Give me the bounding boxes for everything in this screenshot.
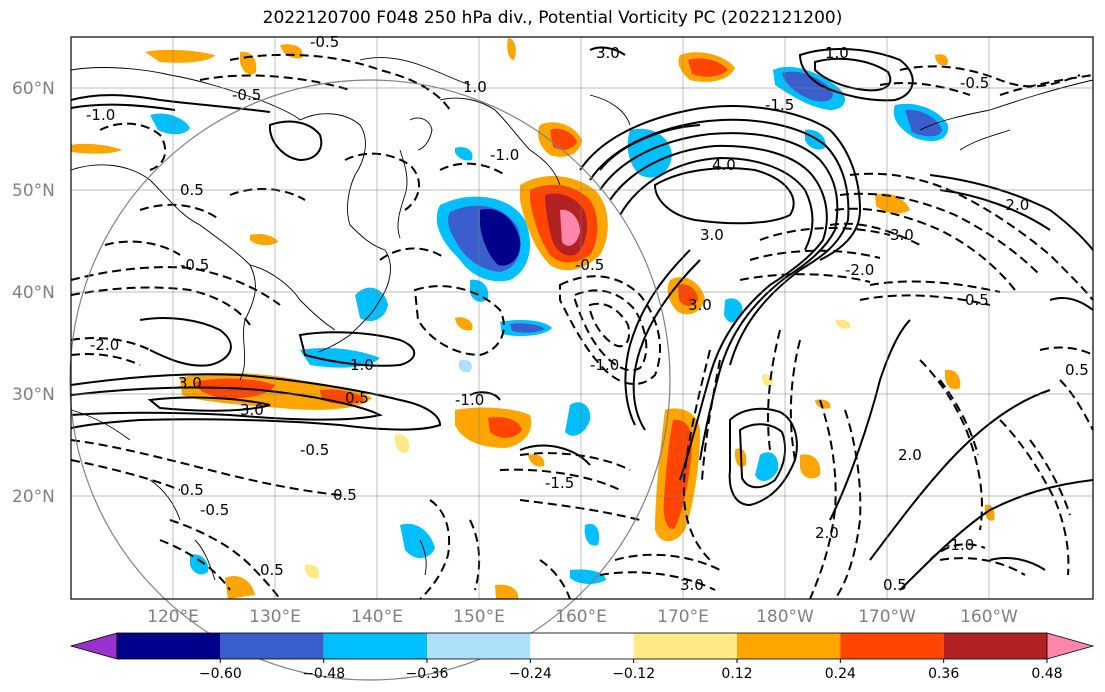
colorbar-bin (943, 633, 1047, 659)
contour-label: -1.0 (945, 536, 974, 554)
contour-label: -1.5 (545, 474, 574, 492)
contour-label: 3.0 (596, 44, 620, 62)
colorbar-bin (633, 633, 737, 659)
chart-title: 2022120700 F048 250 hPa div., Potential … (262, 8, 843, 28)
contour-label: 3.0 (700, 226, 724, 244)
lon-label: 170°W (858, 607, 916, 627)
contour-label: -1.5 (765, 96, 794, 114)
lon-label: 120°E (147, 607, 199, 627)
lat-label: 20°N (12, 487, 55, 507)
contour-label: -0.5 (232, 86, 261, 104)
contour-label: 0.5 (333, 486, 357, 504)
contour-label: 1.0 (463, 78, 487, 96)
colorbar-tick-label: −0.48 (302, 666, 345, 682)
contour-label: 3.0 (890, 226, 914, 244)
lat-label: 30°N (12, 385, 55, 405)
contour-label: 0.5 (345, 389, 369, 407)
contour-label: -1.0 (86, 106, 115, 124)
contour-label: 0.5 (260, 561, 284, 579)
colorbar-tick-label: 0.24 (825, 666, 856, 682)
colorbar-bin (737, 633, 841, 659)
lat-label: 50°N (12, 181, 55, 201)
lon-label: 140°E (351, 607, 403, 627)
colorbar-tick-label: 0.12 (721, 666, 752, 682)
contour-label: 4.0 (712, 156, 736, 174)
lon-label: 170°E (657, 607, 709, 627)
contour-label: 0.5 (883, 576, 907, 594)
contour-label: -1.0 (490, 146, 519, 164)
contour-label: 3.0 (178, 374, 202, 392)
graticule (71, 37, 1093, 599)
colorbar-tick-label: −0.12 (612, 666, 655, 682)
colorbar-bin (427, 633, 531, 659)
contour-label: -0.5 (310, 33, 339, 51)
contour-label: 3.0 (680, 576, 704, 594)
contour-label: 3.0 (688, 296, 712, 314)
contour-label: -2.0 (90, 336, 119, 354)
colorbar-tick-label: −0.36 (406, 666, 449, 682)
longitude-labels: 120°E 130°E 140°E 150°E 160°E 170°E 180°… (147, 607, 1018, 627)
colorbar-right-arrow (1046, 632, 1095, 660)
contour-label: 2.0 (815, 524, 839, 542)
colorbar-tick-label: 0.48 (1031, 666, 1062, 682)
colorbar-tick-label: −0.24 (509, 666, 552, 682)
contour-label: -0.5 (180, 256, 209, 274)
contour-label: 0.5 (180, 481, 204, 499)
colorbar-tick-label: 0.36 (928, 666, 959, 682)
contour-label: -1.0 (590, 356, 619, 374)
range-circle (69, 79, 671, 681)
colorbar-left-arrow (69, 632, 118, 660)
latitude-labels: 60°N 50°N 40°N 30°N 20°N (12, 79, 55, 507)
contour-label: 1.0 (350, 356, 374, 374)
colorbar-bin (530, 633, 634, 659)
contour-label: -0.5 (575, 256, 604, 274)
contour-label: -0.5 (300, 441, 329, 459)
contour-labels: -0.5 3.0 -0.5 -1.0 1.0 -1.0 0.5 -0.5 -2.… (86, 33, 1089, 594)
colorbar-tick-label: −0.60 (199, 666, 242, 682)
contour-label: -2.0 (1000, 196, 1029, 214)
divergence-fill-layer (71, 38, 995, 599)
colorbar-bin (840, 633, 944, 659)
contour-label: -2.0 (845, 261, 874, 279)
lon-label: 180°W (756, 607, 814, 627)
colorbar: −0.60 −0.48 −0.36 −0.24 −0.12 0.12 0.24 0.36 0.4… (69, 632, 1095, 682)
contour-label: 3.0 (240, 401, 264, 419)
lon-label: 130°E (249, 607, 301, 627)
contours-negative (70, 53, 1094, 600)
colorbar-bin (323, 633, 427, 659)
colorbar-bin (117, 633, 221, 659)
colorbar-bin (220, 633, 324, 659)
contour-label: 2.0 (898, 446, 922, 464)
contour-label: 0.5 (965, 291, 989, 309)
lat-label: 60°N (12, 79, 55, 99)
lon-label: 160°W (960, 607, 1018, 627)
lat-label: 40°N (12, 283, 55, 303)
contour-label: 1.0 (825, 44, 849, 62)
contour-label: -1.0 (455, 391, 484, 409)
contour-label: -0.5 (200, 501, 229, 519)
lon-label: 150°E (453, 607, 505, 627)
map-border (70, 36, 1094, 600)
contour-label: 0.5 (180, 181, 204, 199)
lon-label: 160°E (555, 607, 607, 627)
contour-label: 0.5 (1065, 361, 1089, 379)
contour-label: -0.5 (960, 74, 989, 92)
